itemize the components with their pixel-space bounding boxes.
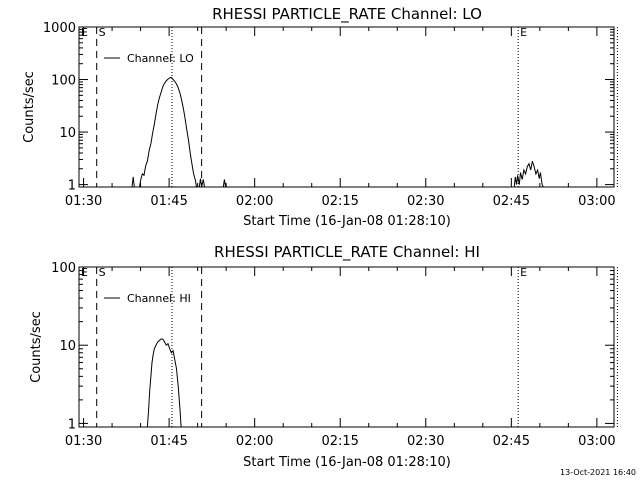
series-line-lo [139,76,197,188]
x-tick-label-lo: 02:30 [407,194,444,209]
panel-lo: RHESSI PARTICLE_RATE Channel: LO Counts/… [22,5,618,229]
x-tick-label-hi: 02:45 [493,434,530,449]
y-tick-label-hi: 1 [68,417,76,432]
marker-label-hi: E [520,266,527,279]
x-tick-label-lo: 02:45 [493,194,530,209]
panel-hi: RHESSI PARTICLE_RATE Channel: HI Counts/… [29,243,618,470]
marker-e-left-hi: E [81,266,88,279]
x-axis-label-hi: Start Time (16-Jan-08 01:28:10) [243,455,451,470]
series-line-lo [513,160,544,188]
x-tick-label-lo: 01:45 [150,194,187,209]
legend-label-lo: Channel: LO [127,52,194,65]
x-tick-label-hi: 03:00 [578,434,615,449]
x-tick-label-lo: 01:30 [65,194,102,209]
legend-label-hi: Channel: HI [127,292,191,305]
marker-e-left-lo: E [81,26,88,39]
chart-title-lo: RHESSI PARTICLE_RATE Channel: LO [212,5,482,24]
y-tick-label-lo: 100 [51,74,76,89]
series-line-lo [198,178,205,188]
plot-frame-hi [78,266,615,428]
x-tick-label-lo: 02:15 [321,194,358,209]
y-tick-label-hi: 10 [59,339,76,354]
plot-frame-lo [78,26,615,188]
footer-timestamp: 13-Oct-2021 16:40 [560,468,636,477]
series-line-lo [222,179,227,188]
marker-label-hi: S [99,266,106,279]
series-line-lo [131,176,135,188]
chart-title-hi: RHESSI PARTICLE_RATE Channel: HI [214,243,480,262]
x-axis-label-lo: Start Time (16-Jan-08 01:28:10) [243,214,451,229]
marker-label-lo: E [520,26,527,39]
y-tick-label-lo: 1000 [43,21,76,36]
y-tick-label-lo: 10 [59,126,76,141]
marker-label-lo: S [99,26,106,39]
y-tick-label-lo: 1 [68,179,76,194]
x-tick-label-hi: 01:45 [150,434,187,449]
x-tick-label-lo: 03:00 [578,194,615,209]
series-line-hi [146,338,182,428]
y-axis-label-lo: Counts/sec [22,71,37,143]
x-tick-label-hi: 02:15 [321,434,358,449]
x-tick-label-hi: 02:00 [236,434,273,449]
y-axis-label-hi: Counts/sec [29,311,44,383]
x-tick-label-lo: 02:00 [236,194,273,209]
x-tick-label-hi: 02:30 [407,434,444,449]
y-tick-label-hi: 100 [51,261,76,276]
x-tick-label-hi: 01:30 [65,434,102,449]
